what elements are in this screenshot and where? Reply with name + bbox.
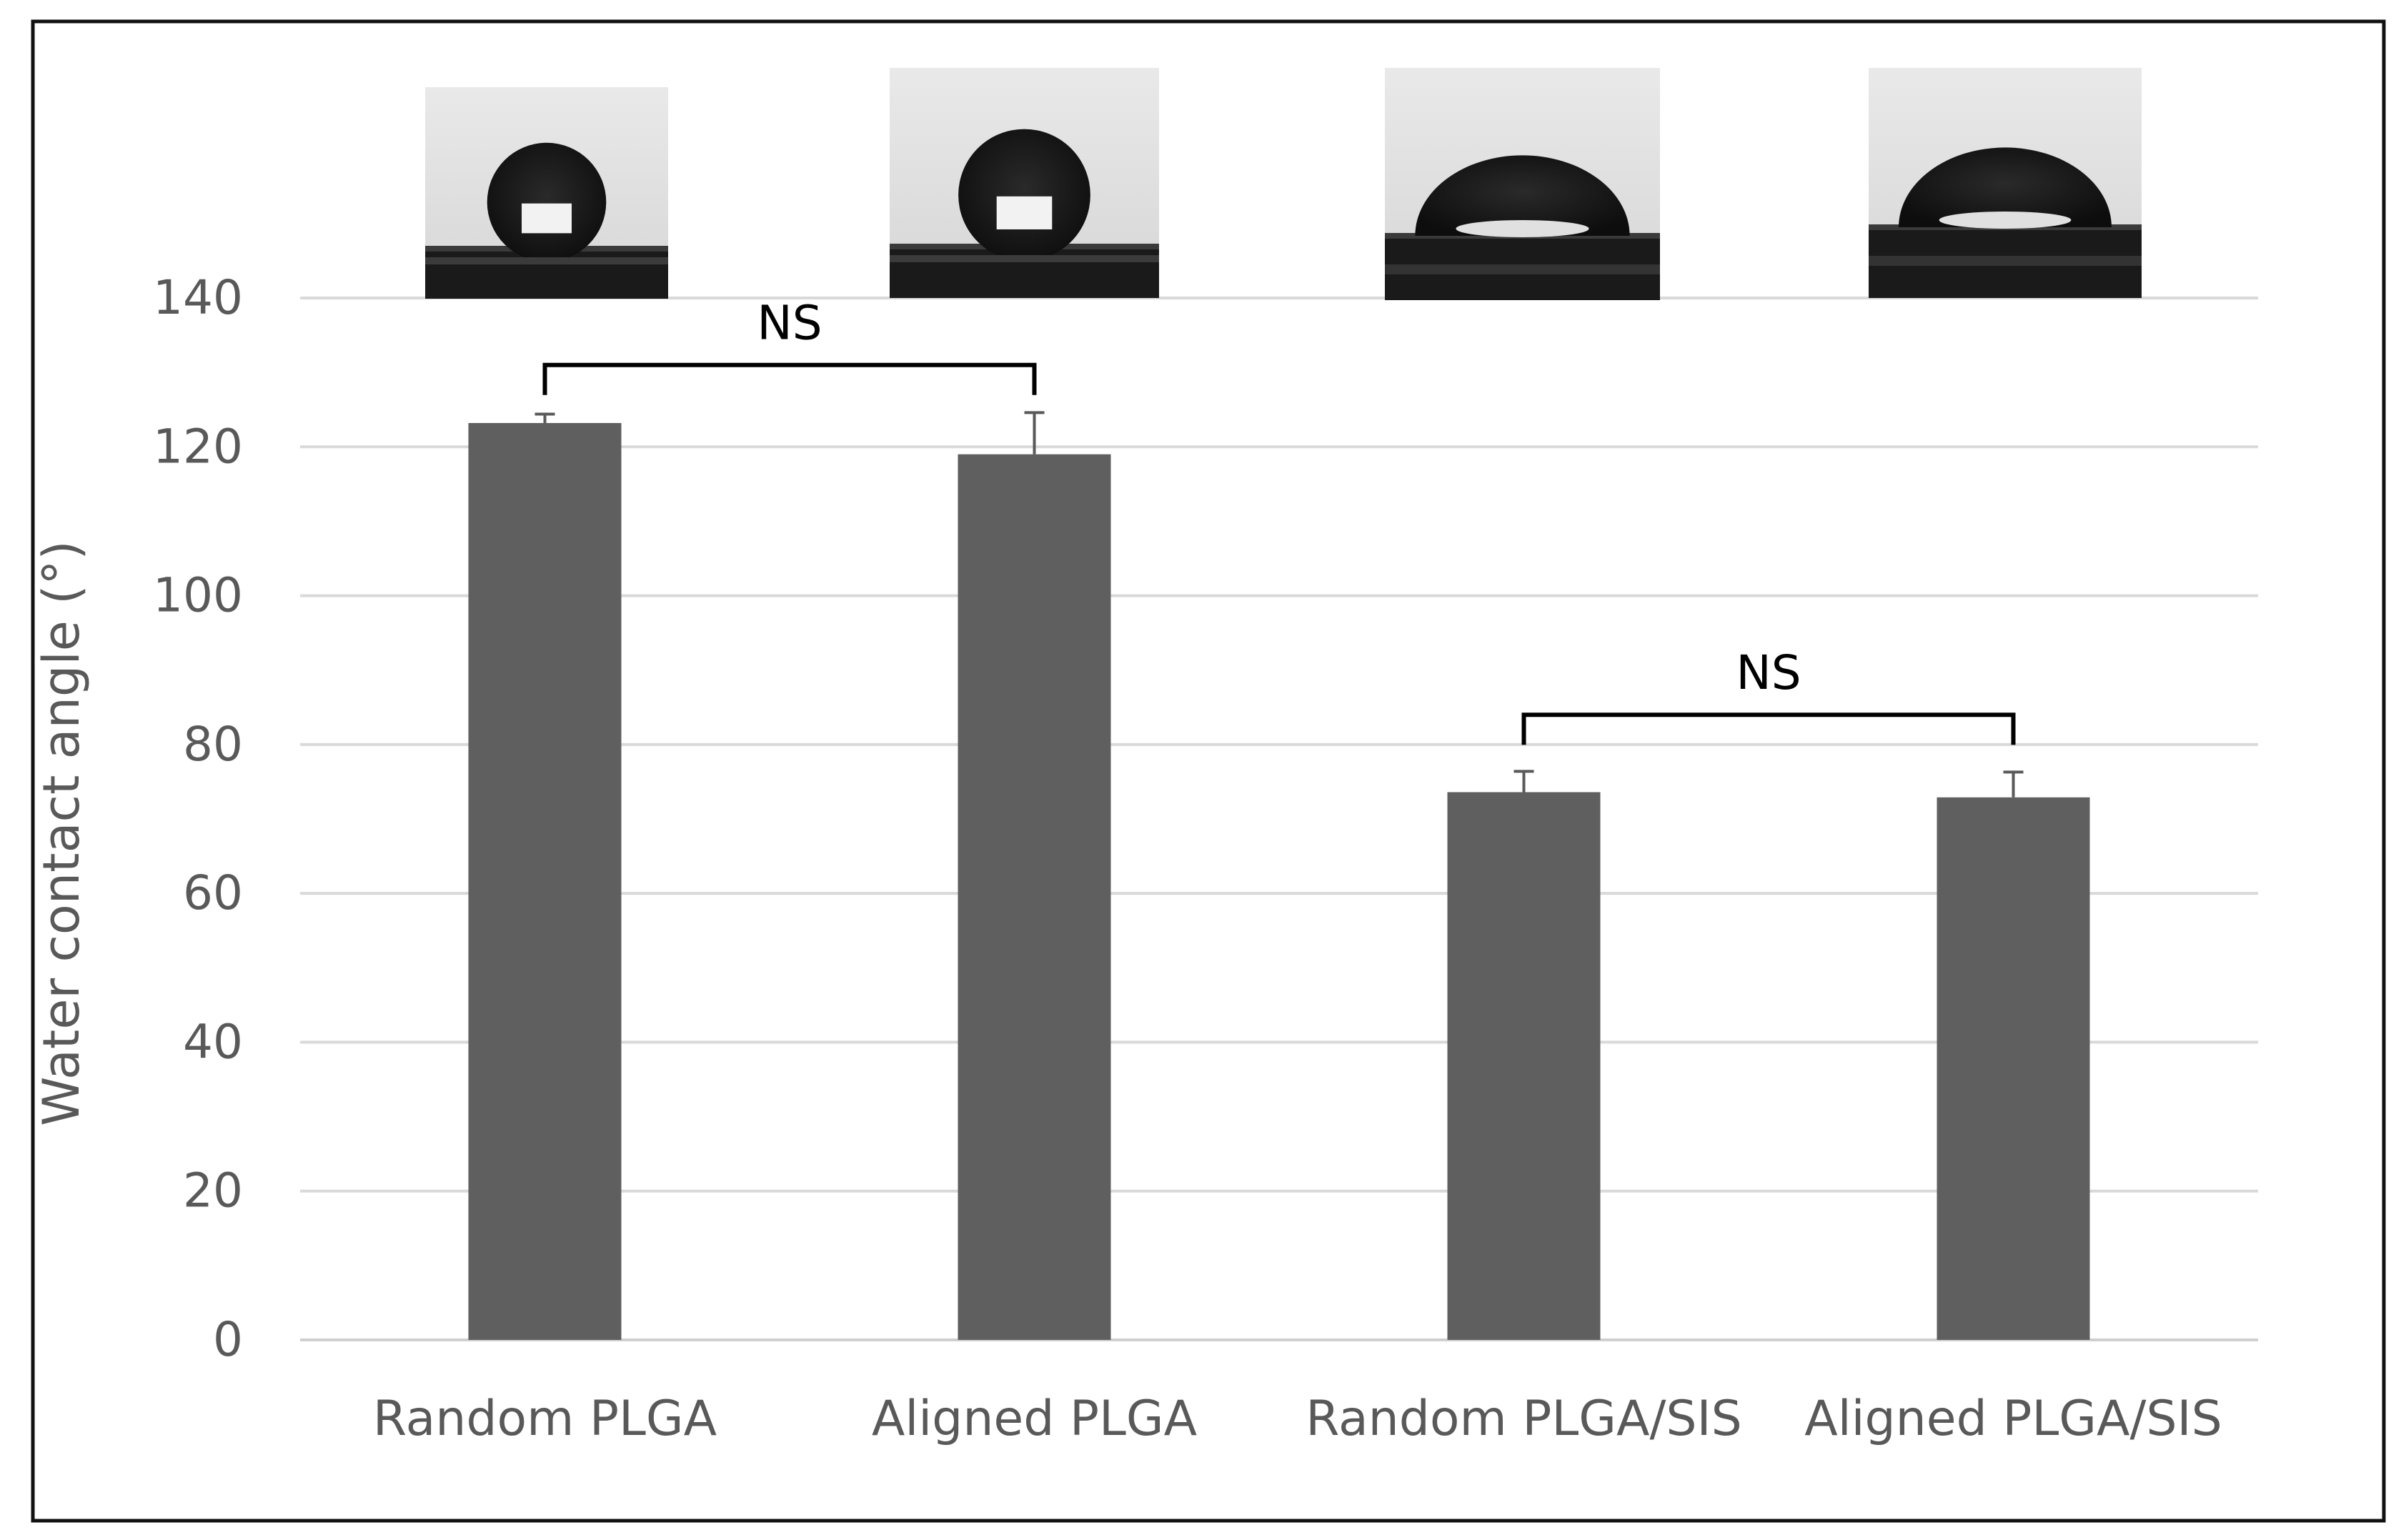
gridlines xyxy=(300,297,2258,1341)
droplet-insets xyxy=(425,68,2142,300)
y-tick-label: 0 xyxy=(213,1312,243,1367)
droplet-highlight xyxy=(522,203,572,234)
error-bars xyxy=(535,411,2024,798)
y-tick-labels: 0 20 40 60 80 100 120 140 xyxy=(153,270,243,1367)
ns-label: NS xyxy=(757,296,822,351)
y-tick-label: 120 xyxy=(153,419,243,474)
y-tick-label: 40 xyxy=(183,1014,243,1069)
y-tick-label: 60 xyxy=(183,865,243,920)
error-bar-4 xyxy=(2003,770,2024,798)
x-tick-labels: Random PLGA Aligned PLGA Random PLGA/SIS Al… xyxy=(373,1391,2222,1447)
bar-4 xyxy=(1937,797,2090,1340)
bracket-line xyxy=(542,362,1037,395)
droplet-highlight xyxy=(1456,220,1589,237)
error-bar-1 xyxy=(535,412,555,423)
significance-annotations: NS NS xyxy=(542,296,2016,745)
y-tick-label: 80 xyxy=(183,717,243,772)
significance-bracket: NS xyxy=(1521,645,2016,745)
error-bar-3 xyxy=(1513,770,1534,793)
x-tick-label: Random PLGA/SIS xyxy=(1306,1391,1742,1447)
bar-3 xyxy=(1447,792,1601,1340)
droplet-random-plga-image xyxy=(425,87,668,299)
droplet-highlight xyxy=(1939,212,2072,229)
y-tick-label: 100 xyxy=(153,568,243,623)
x-tick-label: Random PLGA xyxy=(373,1391,717,1447)
error-bar-2 xyxy=(1024,411,1045,454)
ns-label: NS xyxy=(1736,645,1801,700)
y-tick-label: 140 xyxy=(153,270,243,325)
bars xyxy=(468,422,2090,1341)
y-tick-label: 20 xyxy=(183,1163,243,1218)
bracket-line xyxy=(1521,712,2016,745)
x-tick-label: Aligned PLGA xyxy=(872,1391,1197,1447)
droplet-aligned-plga-sis-image xyxy=(1869,68,2142,298)
significance-bracket: NS xyxy=(542,296,1037,395)
bar-1 xyxy=(468,422,622,1341)
x-tick-label: Aligned PLGA/SIS xyxy=(1804,1391,2222,1447)
droplet-aligned-plga-image xyxy=(890,68,1159,298)
bar-2 xyxy=(958,454,1111,1341)
droplet-highlight xyxy=(996,196,1053,229)
droplet-random-plga-sis-image xyxy=(1385,68,1660,300)
y-axis-label: Water contact angle (°) xyxy=(32,540,91,1126)
